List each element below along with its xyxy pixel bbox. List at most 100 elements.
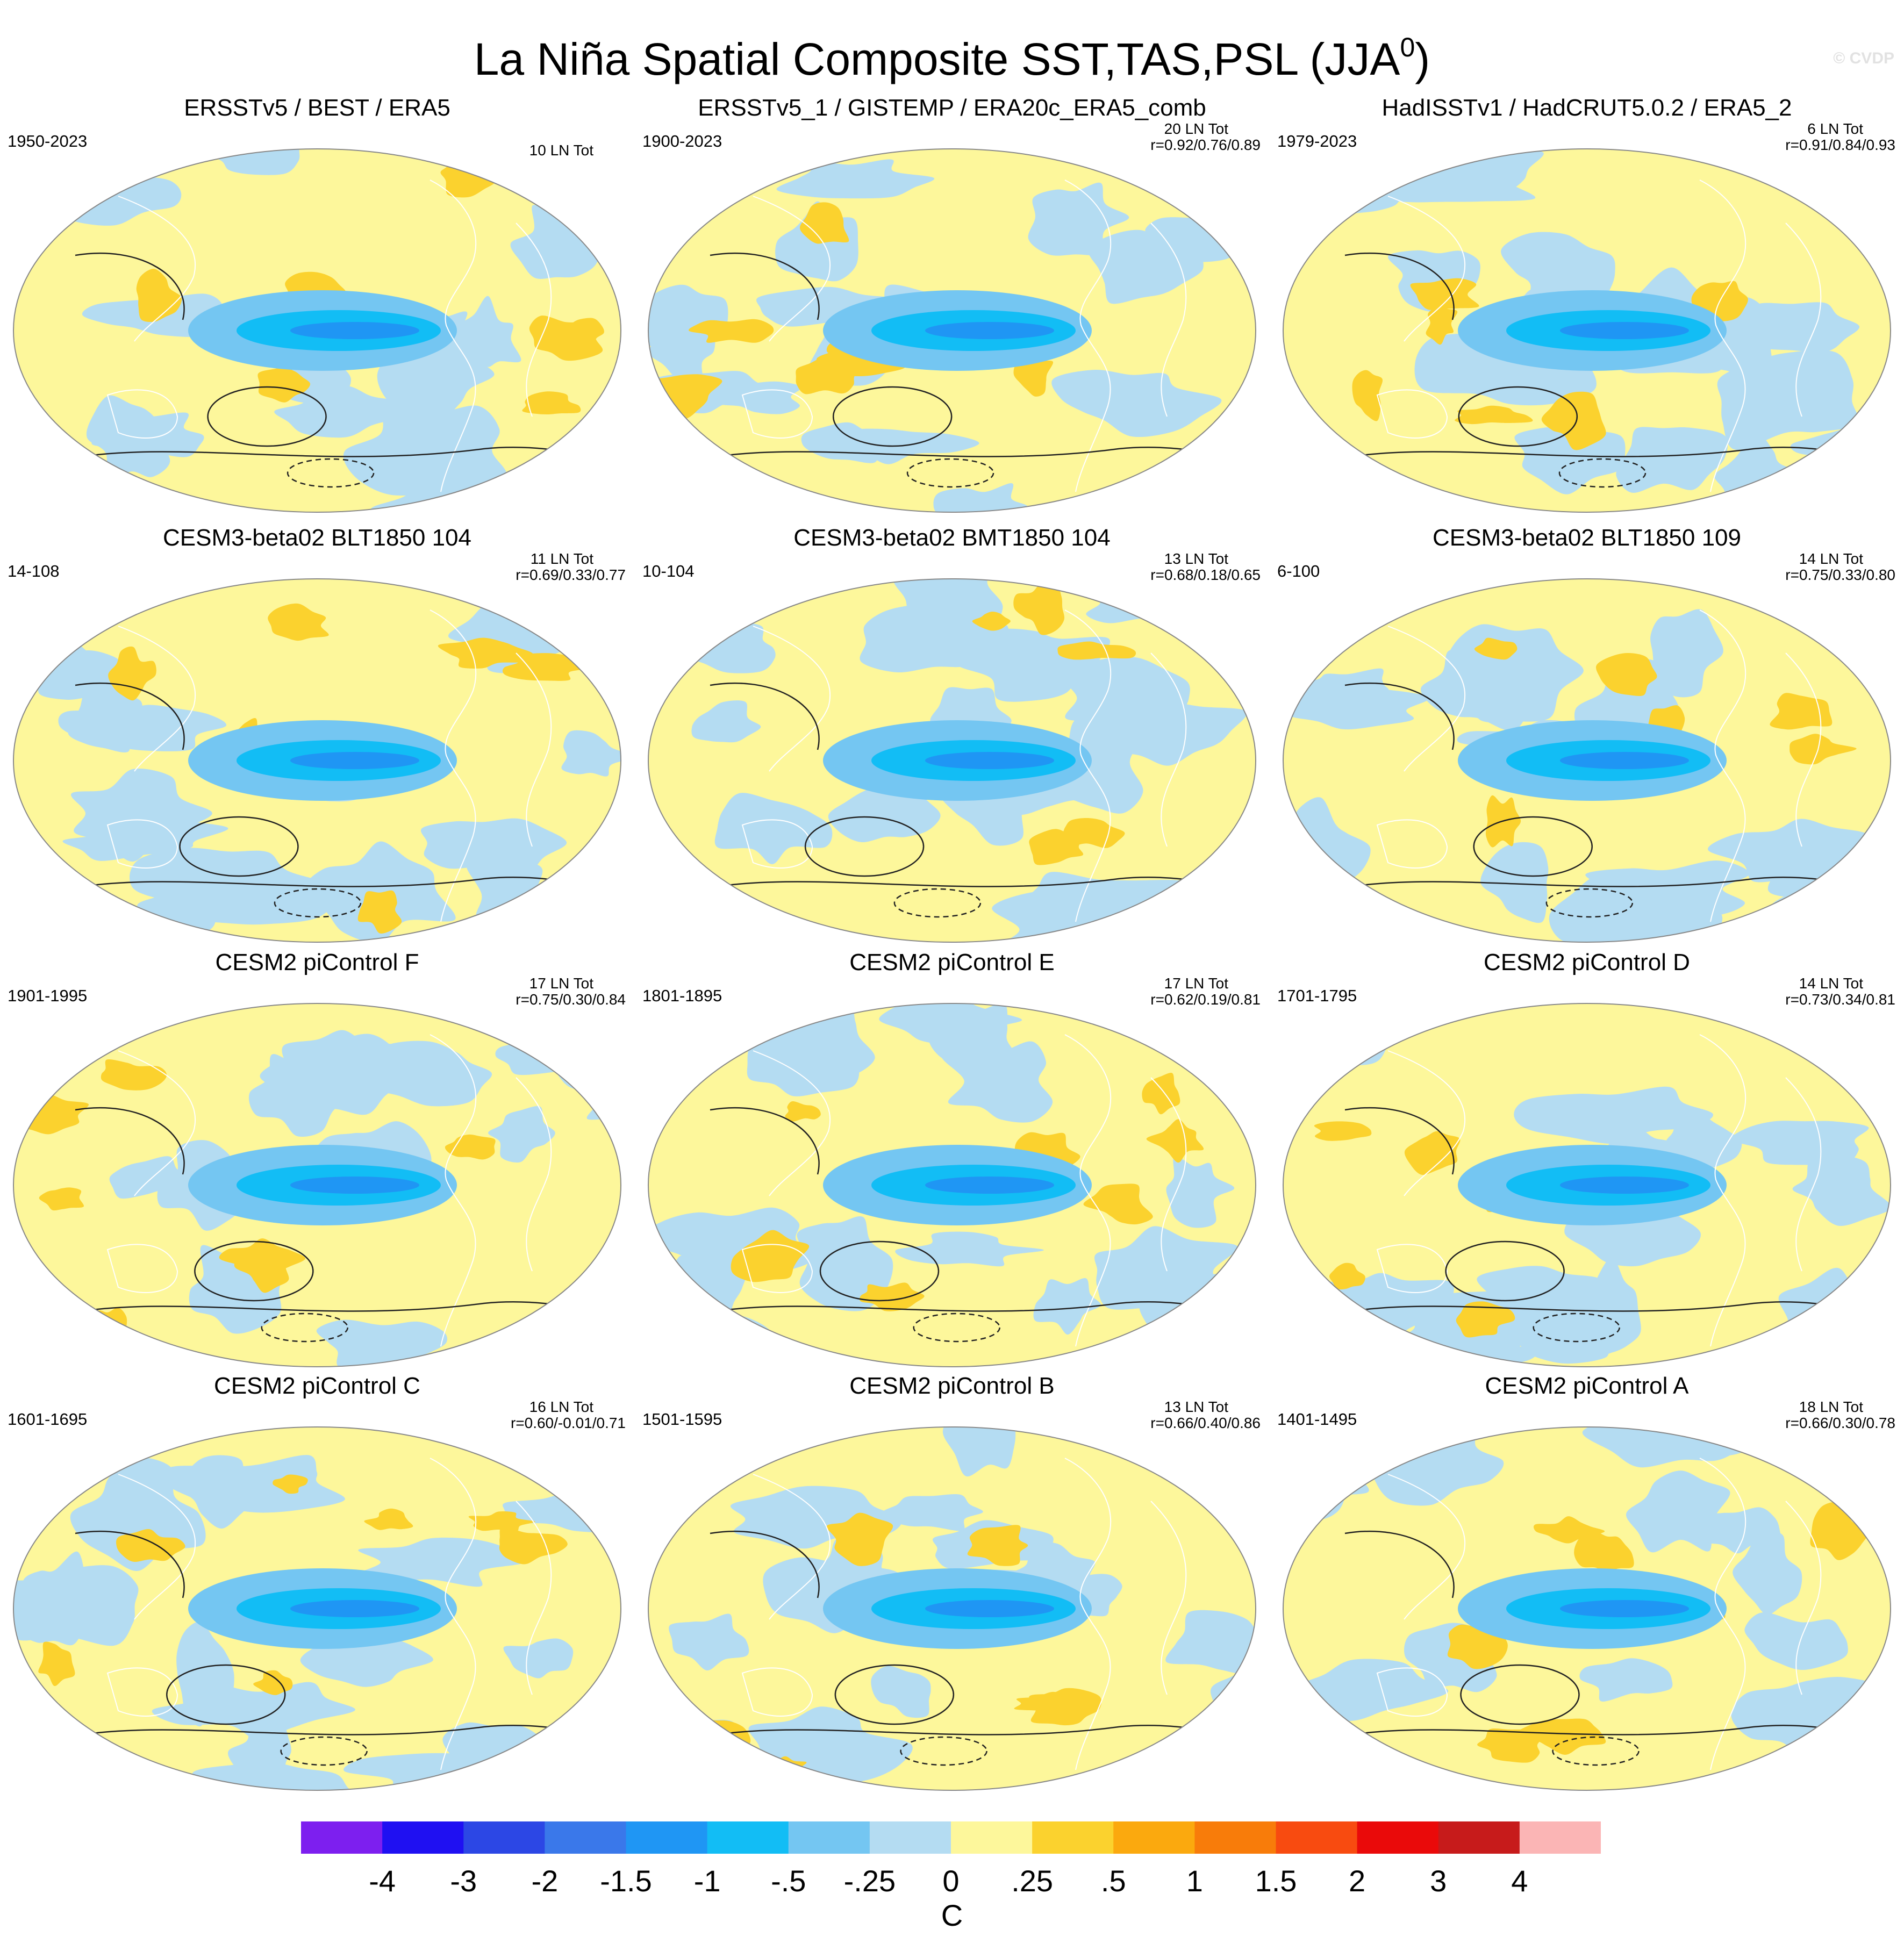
cool-anomaly-patch [743, 1003, 875, 1078]
cool-anomaly-patch [1650, 609, 1723, 698]
cool-anomaly-patch [883, 1494, 983, 1531]
map-panel: CESM2 piControl E 1801-1895 17 LN Tot r=0… [635, 949, 1269, 1373]
warm-anomaly-patch [108, 646, 156, 701]
psl-contour [1344, 1107, 1455, 1175]
coastline [106, 1667, 178, 1717]
color-scale-swatch [1519, 1821, 1601, 1854]
cool-anomaly-patch [648, 1443, 686, 1525]
coastline [1064, 1458, 1112, 1770]
coastline [1376, 1244, 1448, 1293]
coastline [1150, 223, 1187, 417]
panel-count: 10 LN Tot [529, 142, 626, 159]
color-scale-swatch [1438, 1821, 1520, 1854]
panel-title: ERSSTv5_1 / GISTEMP / ERA20c_ERA5_comb [698, 95, 1206, 121]
warm-anomaly-patch [38, 1641, 75, 1687]
cool-anomaly-patch [1707, 1348, 1882, 1367]
cool-anomaly-patch [448, 600, 589, 673]
cool-anomaly-patch [459, 579, 564, 603]
coastline [1376, 389, 1448, 439]
map-panel: ERSSTv5_1 / GISTEMP / ERA20c_ERA5_comb 1… [635, 94, 1269, 519]
cool-anomaly-patch [648, 318, 715, 389]
cool-anomaly-patch [1733, 1532, 1802, 1615]
panel-years: 1701-1795 [1277, 986, 1357, 1005]
cool-anomaly-patch [871, 1666, 931, 1718]
panel-count: 17 LN Tot r=0.75/0.30/0.84 [516, 975, 626, 1008]
psl-contour [1473, 816, 1593, 877]
cool-anomaly-patch [669, 1613, 749, 1671]
cool-anomaly-patch [343, 1753, 525, 1790]
warm-anomaly-patch [1404, 1131, 1461, 1175]
panel-ln-total: 10 LN Tot [529, 142, 593, 159]
color-scale-tick-label: 2 [1349, 1864, 1366, 1898]
cool-anomaly-patch [1656, 1427, 1763, 1456]
coastline [516, 1077, 552, 1272]
cold-tongue-core [1560, 322, 1689, 339]
world-map [13, 1426, 621, 1791]
color-scale-tick-label: 3 [1430, 1864, 1447, 1898]
coastline [753, 1050, 831, 1196]
panel-correlation: r=0.75/0.30/0.84 [516, 991, 626, 1008]
psl-contour [710, 682, 820, 750]
warm-anomaly-patch [522, 391, 581, 415]
coastline [118, 1050, 196, 1196]
figure-title-text: La Niña Spatial Composite SST,TAS,PSL (J… [474, 34, 1400, 84]
color-scale-swatch [1113, 1821, 1195, 1854]
cool-anomaly-patch [1778, 1315, 1891, 1367]
cool-anomaly-patch [1480, 842, 1549, 923]
warm-anomaly-patch [967, 1525, 1028, 1566]
psl-contour-negative [261, 1312, 349, 1343]
warm-anomaly-patch [860, 1282, 925, 1311]
cool-anomaly-patch [941, 1041, 1053, 1123]
color-scale-tick-label: .25 [1011, 1864, 1054, 1898]
cool-anomaly-patch [561, 730, 621, 777]
warm-anomaly-patch [1426, 307, 1458, 345]
color-scale-swatch [626, 1821, 708, 1854]
warm-anomaly-patch [268, 603, 329, 641]
cool-anomaly-patch [1086, 583, 1199, 623]
cool-anomaly-patch [316, 1319, 447, 1367]
psl-contour-negative [906, 458, 994, 488]
color-scale-bar [301, 1821, 1601, 1854]
color-scale-swatch [788, 1821, 870, 1854]
world-map [1283, 578, 1891, 943]
warm-anomaly-patch [1574, 1529, 1634, 1579]
psl-contour-negative [1552, 1736, 1640, 1766]
warm-anomaly-patch [1477, 1728, 1544, 1763]
cool-anomaly-patch [1514, 1086, 1714, 1144]
psl-contour [1344, 682, 1455, 750]
coastline [1150, 1501, 1187, 1695]
panel-years: 1900-2023 [642, 132, 722, 150]
map-border [13, 1003, 621, 1367]
coastline [430, 609, 477, 922]
coastline [106, 819, 178, 869]
psl-contour [710, 252, 820, 320]
cool-anomaly-patch [495, 1036, 617, 1075]
cool-anomaly-patch [13, 1427, 80, 1495]
panel-years: 1501-1595 [642, 1410, 722, 1429]
coastline [1387, 1474, 1466, 1620]
panel-title: ERSSTv5 / BEST / ERA5 [184, 95, 450, 121]
panel-correlation: r=0.68/0.18/0.65 [1150, 566, 1261, 583]
coastline [1064, 180, 1112, 492]
map-border [648, 1003, 1256, 1367]
coastline [118, 1474, 196, 1620]
map-border [13, 148, 621, 513]
panel-count: 14 LN Tot r=0.75/0.33/0.80 [1785, 551, 1895, 583]
color-scale-swatch [951, 1821, 1033, 1854]
map-panel: CESM2 piControl D 1701-1795 14 LN Tot r=0… [1270, 949, 1904, 1373]
world-map [1283, 1003, 1891, 1367]
panel-correlation: r=0.73/0.34/0.81 [1785, 991, 1895, 1008]
cool-anomaly-patch [300, 1636, 433, 1687]
color-scale-swatch [707, 1821, 789, 1854]
coastline [1699, 180, 1746, 492]
cool-anomaly-patch [1286, 668, 1389, 697]
cold-tongue-core [925, 752, 1054, 769]
coastline [430, 180, 477, 492]
panel-ln-total: 14 LN Tot [1799, 550, 1863, 567]
world-map [648, 578, 1256, 943]
cool-anomaly-patch [86, 395, 170, 483]
coastline [1387, 1050, 1466, 1196]
map-panel: CESM2 piControl B 1501-1595 13 LN Tot r=0… [635, 1372, 1269, 1797]
cool-anomaly-patch [488, 1106, 555, 1163]
warm-anomaly-patch [1013, 582, 1065, 635]
